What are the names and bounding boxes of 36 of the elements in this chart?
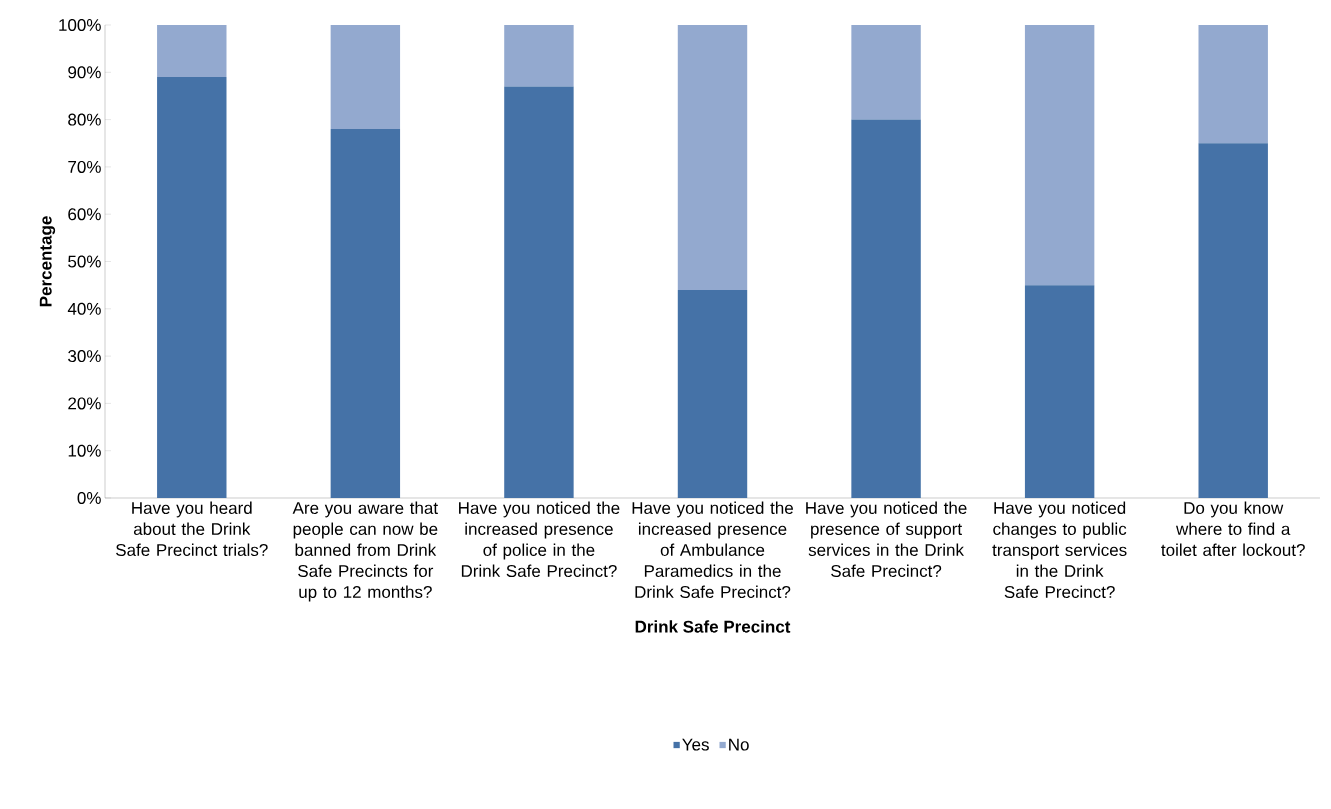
x-axis-title: Drink Safe Precinct [635, 620, 791, 633]
x-tick-label: Are you aware that people can now be banned from Drink Safe Precincts for up to 12 months? [292, 501, 438, 602]
bar [677, 289, 748, 498]
bar [330, 25, 401, 130]
y-tick-label: 0% [77, 491, 101, 505]
x-tick-label: Have you noticed the increased presence of Ambulance Paramedics in the Drink Safe Precinct? [632, 501, 793, 599]
y-tick-label: 50% [68, 255, 101, 268]
bar [157, 25, 227, 78]
x-tick-label: Have you heard about the Drink Safe Precinct trials? [116, 501, 268, 557]
bar [677, 25, 748, 290]
bar [1024, 25, 1095, 286]
x-tick-label: Have you noticed the presence of support services in the Drink Safe Precinct? [806, 501, 967, 578]
bar [1198, 25, 1268, 144]
bar [330, 129, 401, 498]
legend-label: No [729, 738, 749, 751]
bar [851, 119, 921, 498]
bar [504, 86, 574, 498]
y-tick-label: 30% [68, 350, 101, 363]
y-tick-label: 60% [68, 208, 101, 221]
x-tick-label: Have you noticed the increased presence of police in the Drink Safe Precinct? [459, 501, 620, 578]
y-tick-label: 70% [68, 160, 101, 173]
y-axis-title: Percentage [39, 216, 56, 307]
bar [851, 25, 921, 120]
y-tick-label: 80% [68, 113, 101, 126]
bar [1024, 285, 1095, 498]
y-tick-label: 40% [67, 302, 101, 315]
x-tick-label: Have you noticed changes to public transport services in the Drink Safe Precinct? [992, 501, 1127, 599]
y-tick-label: 20% [68, 397, 101, 410]
bar [1198, 143, 1268, 498]
y-tick-label: 10% [68, 444, 101, 457]
bar [157, 77, 227, 498]
y-tick-label: 90% [68, 66, 101, 79]
x-tick-label: Do you know where to find a toilet after lockout? [1161, 501, 1305, 557]
bar [504, 25, 574, 87]
y-tick-label: 100% [59, 18, 101, 32]
legend-label: Yes [682, 738, 709, 751]
